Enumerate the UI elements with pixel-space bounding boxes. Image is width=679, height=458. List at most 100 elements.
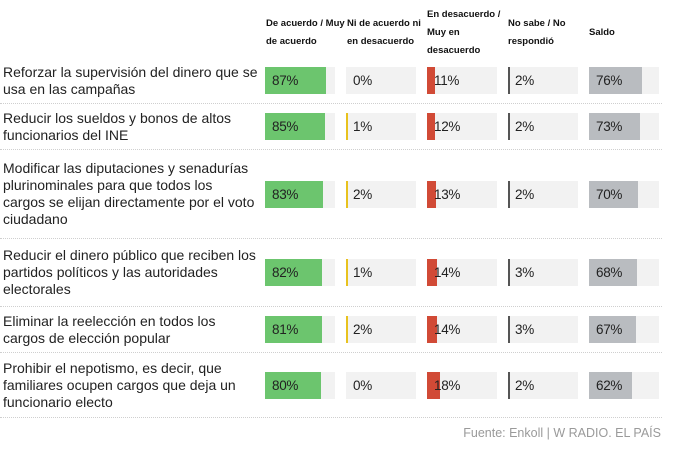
- disagree-bar-track: 14%: [427, 259, 497, 286]
- neutral-bar-track: 2%: [346, 316, 416, 343]
- balance-bar-track: 68%: [589, 259, 659, 286]
- dk-bar-track: 2%: [508, 181, 578, 208]
- dk-bar-track: 3%: [508, 316, 578, 343]
- column-header-balance: Saldo: [589, 27, 615, 38]
- neutral-value-label: 2%: [353, 322, 372, 337]
- disagree-bar: [427, 316, 437, 343]
- disagree-bar: [427, 113, 436, 140]
- balance-value-label: 73%: [596, 119, 623, 134]
- column-header-neutral: Ni de acuerdo ni en desacuerdo: [347, 18, 421, 47]
- neutral-bar-track: 0%: [346, 372, 416, 399]
- balance-bar-track: 73%: [589, 113, 659, 140]
- disagree-bar: [427, 259, 437, 286]
- dk-value-label: 3%: [515, 265, 534, 280]
- dk-bar: [508, 372, 510, 399]
- balance-value-label: 70%: [596, 187, 623, 202]
- agree-value-label: 87%: [272, 73, 299, 88]
- dk-bar: [508, 181, 510, 208]
- row-label: Modificar las diputaciones y senadurías …: [3, 160, 255, 227]
- disagree-value-label: 18%: [434, 378, 461, 393]
- neutral-bar-track: 1%: [346, 113, 416, 140]
- balance-bar-track: 62%: [589, 372, 659, 399]
- balance-bar: [589, 372, 633, 399]
- agree-bar-track: 85%: [265, 113, 335, 140]
- disagree-value-label: 11%: [434, 73, 460, 88]
- balance-value-label: 68%: [596, 265, 623, 280]
- disagree-value-label: 14%: [434, 265, 461, 280]
- agree-bar-track: 82%: [265, 259, 335, 286]
- disagree-bar: [427, 181, 437, 208]
- dk-value-label: 2%: [515, 187, 534, 202]
- agree-value-label: 85%: [272, 119, 299, 134]
- balance-bar: [589, 259, 637, 286]
- disagree-bar: [427, 67, 435, 94]
- disagree-bar: [427, 372, 440, 399]
- neutral-value-label: 0%: [353, 378, 372, 393]
- neutral-value-label: 1%: [353, 119, 372, 134]
- balance-bar-track: 70%: [589, 181, 659, 208]
- neutral-value-label: 2%: [353, 187, 372, 202]
- dk-value-label: 2%: [515, 119, 534, 134]
- balance-value-label: 67%: [596, 322, 623, 337]
- disagree-value-label: 12%: [434, 119, 461, 134]
- dk-bar: [508, 316, 511, 343]
- neutral-bar-track: 1%: [346, 259, 416, 286]
- neutral-bar: [346, 316, 348, 343]
- agree-bar: [265, 67, 326, 94]
- dk-bar: [508, 259, 511, 286]
- neutral-value-label: 0%: [353, 73, 372, 88]
- balance-bar: [589, 67, 643, 94]
- dk-bar-track: 2%: [508, 372, 578, 399]
- agree-value-label: 82%: [272, 265, 299, 280]
- table-row: Reducir los sueldos y bonos de altos fun…: [0, 104, 662, 150]
- row-label: Reforzar la supervisión del dinero que s…: [3, 63, 258, 97]
- agree-bar: [265, 316, 322, 343]
- row-label: Prohibir el nepotismo, es decir, que fam…: [3, 359, 236, 410]
- dk-value-label: 3%: [515, 322, 534, 337]
- row-label: Reducir los sueldos y bonos de altos fun…: [3, 109, 232, 143]
- agree-bar-track: 81%: [265, 316, 335, 343]
- neutral-bar: [346, 181, 348, 208]
- column-header-agree: De acuerdo / Muy de acuerdo: [266, 18, 345, 47]
- balance-value-label: 62%: [596, 378, 623, 393]
- dk-bar: [508, 113, 510, 140]
- column-header-row: De acuerdo / Muy de acuerdo Ni de acuerd…: [0, 0, 679, 58]
- dk-bar-track: 2%: [508, 113, 578, 140]
- disagree-value-label: 14%: [434, 322, 461, 337]
- source-credit: Fuente: Enkoll | W RADIO. EL PAÍS: [463, 426, 661, 440]
- disagree-bar-track: 12%: [427, 113, 497, 140]
- row-label: Eliminar la reelección en todos los carg…: [3, 312, 216, 346]
- dk-value-label: 2%: [515, 378, 534, 393]
- column-header-dont-know: No sabe / No respondió: [508, 18, 566, 47]
- agree-value-label: 83%: [272, 187, 299, 202]
- balance-bar: [589, 316, 636, 343]
- neutral-bar-track: 0%: [346, 67, 416, 94]
- row-label: Reducir el dinero público que reciben lo…: [3, 247, 256, 297]
- table-row: Reducir el dinero público que reciben lo…: [0, 239, 662, 307]
- neutral-bar: [346, 113, 348, 140]
- balance-bar: [589, 113, 641, 140]
- disagree-bar-track: 14%: [427, 316, 497, 343]
- agree-value-label: 80%: [272, 378, 299, 393]
- balance-bar-track: 67%: [589, 316, 659, 343]
- neutral-value-label: 1%: [353, 265, 372, 280]
- dk-bar-track: 3%: [508, 259, 578, 286]
- column-header-disagree: En desacuerdo / Muy en desacuerdo: [427, 9, 501, 56]
- disagree-bar-track: 18%: [427, 372, 497, 399]
- table-row: Eliminar la reelección en todos los carg…: [0, 307, 662, 353]
- neutral-bar: [346, 259, 348, 286]
- agree-bar-track: 87%: [265, 67, 335, 94]
- balance-bar-track: 76%: [589, 67, 659, 94]
- agree-bar: [265, 372, 321, 399]
- disagree-bar-track: 11%: [427, 67, 497, 94]
- agree-value-label: 81%: [272, 322, 299, 337]
- dk-value-label: 2%: [515, 73, 534, 88]
- disagree-value-label: 13%: [434, 187, 461, 202]
- agree-bar-track: 80%: [265, 372, 335, 399]
- table-row: Prohibir el nepotismo, es decir, que fam…: [0, 353, 662, 418]
- agree-bar-track: 83%: [265, 181, 335, 208]
- table-row: Reforzar la supervisión del dinero que s…: [0, 58, 662, 104]
- agree-bar: [265, 113, 325, 140]
- balance-value-label: 76%: [596, 73, 623, 88]
- dk-bar: [508, 67, 510, 94]
